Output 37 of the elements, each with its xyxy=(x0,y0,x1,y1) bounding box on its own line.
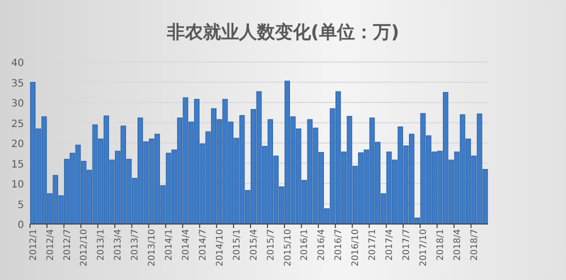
x-tick-label: 2014/7 xyxy=(198,229,208,261)
y-tick-label: 5 xyxy=(18,200,24,211)
y-tick-label: 15 xyxy=(11,159,24,170)
x-tick-label: 2017/10 xyxy=(418,228,429,266)
y-tick-label: 20 xyxy=(11,139,24,150)
x-tick-label: 2018/4 xyxy=(452,228,463,261)
y-tick-label: 30 xyxy=(11,98,24,110)
x-tick-label: 2014/4 xyxy=(181,228,192,261)
x-tick-label: 2015/4 xyxy=(249,228,260,261)
x-tick-label: 2018/7 xyxy=(470,229,480,261)
x-tick-label: 2012/4 xyxy=(46,228,56,261)
x-tick-label: 2015/7 xyxy=(266,229,276,261)
y-tick-label: 40 xyxy=(11,58,24,69)
chart-title: 非农就业人数变化(单位：万) xyxy=(166,22,400,43)
x-tick-label: 2016/7 xyxy=(334,229,344,261)
y-tick-label: 25 xyxy=(11,118,24,130)
y-tick-label: 10 xyxy=(11,180,24,190)
x-tick-label: 2012/7 xyxy=(62,229,73,261)
x-tick-label: 2016/1 xyxy=(300,229,310,261)
x-tick-label: 2015/10 xyxy=(283,228,294,266)
x-tick-label: 2012/1 xyxy=(28,229,39,261)
x-tick-label: 2013/1 xyxy=(96,229,107,261)
y-tick-label: 35 xyxy=(11,78,24,90)
x-tick-label: 2013/10 xyxy=(148,228,158,266)
x-tick-label: 2016/10 xyxy=(351,228,362,266)
x-tick-label: 2014/10 xyxy=(215,228,226,266)
x-tick-label: 2013/7 xyxy=(130,229,141,261)
x-tick-label: 2014/1 xyxy=(164,229,175,261)
x-tick-label: 2016/4 xyxy=(317,228,328,261)
x-tick-label: 2017/1 xyxy=(368,229,378,261)
x-tick-label: 2017/4 xyxy=(385,228,396,261)
x-tick-label: 2017/7 xyxy=(402,229,412,261)
y-tick-label: 0 xyxy=(18,220,24,231)
x-tick-label: 2015/1 xyxy=(232,229,242,261)
x-tick-label: 2012/10 xyxy=(80,228,90,266)
x-tick-label: 2013/4 xyxy=(114,228,124,261)
x-tick-label: 2018/1 xyxy=(436,229,446,261)
